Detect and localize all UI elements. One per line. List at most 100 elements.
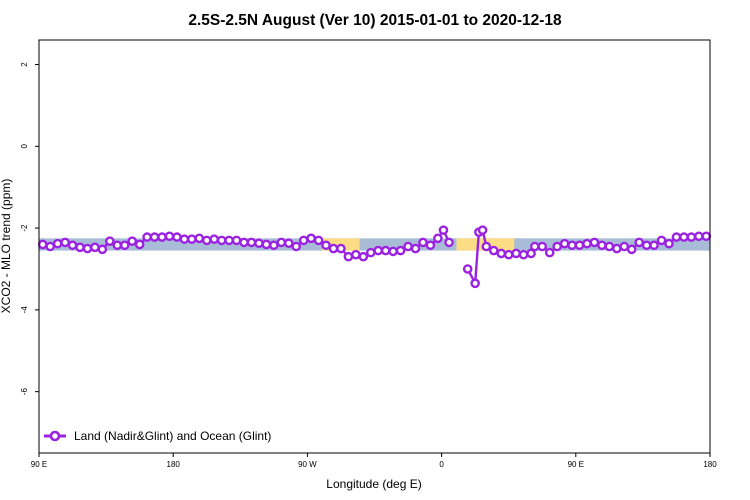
data-point <box>686 232 697 242</box>
data-point <box>60 237 70 248</box>
data-point <box>75 242 85 253</box>
data-point <box>224 235 234 246</box>
data-point <box>529 241 540 252</box>
data-point <box>641 240 652 251</box>
data-point <box>544 247 555 258</box>
data-point <box>559 238 570 249</box>
data-point <box>358 251 369 262</box>
data-point <box>164 231 175 242</box>
data-point <box>388 246 398 257</box>
data-point <box>201 235 212 246</box>
data-point <box>511 248 521 259</box>
data-point <box>418 237 428 248</box>
data-point <box>298 235 309 246</box>
data-point <box>503 249 514 260</box>
y-tick-label: 2 <box>20 62 29 67</box>
data-point <box>694 231 704 242</box>
data-point <box>612 243 622 254</box>
data-point <box>488 245 499 256</box>
data-point <box>291 241 302 252</box>
data-point <box>97 244 108 255</box>
data-point <box>679 232 689 242</box>
data-point <box>481 241 492 252</box>
legend-marker-swatch <box>49 430 61 442</box>
data-point <box>634 237 644 248</box>
x-tick-label: 90 W <box>298 460 317 469</box>
data-point <box>67 240 78 251</box>
data-point <box>597 240 607 251</box>
data-point <box>37 239 48 250</box>
x-axis: 90 E 180 90 W 0 90 E 180 <box>31 453 717 469</box>
x-tick-label: 180 <box>703 460 717 469</box>
data-point <box>574 240 585 251</box>
data-point <box>313 235 324 246</box>
plot-frame <box>38 39 711 454</box>
data-point <box>142 232 152 242</box>
data-point <box>518 249 529 260</box>
data-point <box>209 234 220 244</box>
y-axis-label: XCO2 - MLO trend (ppm) <box>0 179 13 314</box>
data-point <box>283 238 294 249</box>
data-point <box>582 238 592 249</box>
data-point <box>552 241 562 252</box>
data-point <box>649 240 659 251</box>
y-axis: 2 0 -2 -4 -6 <box>20 62 39 395</box>
x-tick-label: 0 <box>439 460 444 469</box>
data-point <box>187 234 197 244</box>
data-point <box>134 239 145 250</box>
data-point <box>433 233 443 244</box>
y-tick-label: -6 <box>20 388 29 396</box>
data-point <box>343 251 354 262</box>
data-point <box>45 241 55 252</box>
data-point <box>127 236 137 246</box>
x-tick-label: 180 <box>167 460 181 469</box>
data-point <box>438 225 449 235</box>
data-point <box>410 243 421 254</box>
data-point <box>119 240 130 251</box>
data-point <box>336 243 346 254</box>
data-point <box>179 234 190 244</box>
data-point <box>254 238 264 249</box>
data-point <box>526 248 536 259</box>
data-point <box>239 237 249 248</box>
data-point <box>589 237 600 248</box>
y-tick-label: -2 <box>20 224 29 232</box>
data-point <box>656 235 667 246</box>
data-point <box>105 236 115 246</box>
legend-label: Land (Nadir&Glint) and Ocean (Glint) <box>74 429 271 443</box>
data-point <box>306 233 316 244</box>
data-point <box>321 240 331 251</box>
data-point <box>52 238 63 249</box>
data-point <box>246 237 257 248</box>
data-point <box>671 232 682 242</box>
data-point <box>373 245 384 256</box>
data-point <box>496 248 507 259</box>
x-axis-label: Longitude (deg E) <box>326 477 421 491</box>
data-point <box>82 243 93 254</box>
data-point <box>537 241 548 252</box>
data-point <box>477 225 488 235</box>
data-point <box>470 278 480 289</box>
data-point <box>216 235 227 246</box>
data-point <box>231 235 242 246</box>
data-point <box>425 240 436 251</box>
x-tick-label: 90 E <box>31 460 47 469</box>
data-point <box>269 240 279 251</box>
data-series <box>37 225 712 289</box>
data-point <box>149 232 160 242</box>
data-point <box>351 249 361 260</box>
data-point <box>380 245 391 256</box>
data-point <box>328 243 339 254</box>
chart-title: 2.5S-2.5N August (Ver 10) 2015-01-01 to … <box>188 12 562 29</box>
data-point <box>604 241 615 252</box>
data-point <box>172 232 182 242</box>
data-point <box>626 244 637 255</box>
data-point <box>619 241 630 252</box>
data-point <box>462 264 473 274</box>
data-point <box>90 242 100 253</box>
data-point <box>365 247 376 258</box>
data-point <box>664 238 674 249</box>
data-point <box>157 232 167 242</box>
data-point <box>276 237 287 248</box>
